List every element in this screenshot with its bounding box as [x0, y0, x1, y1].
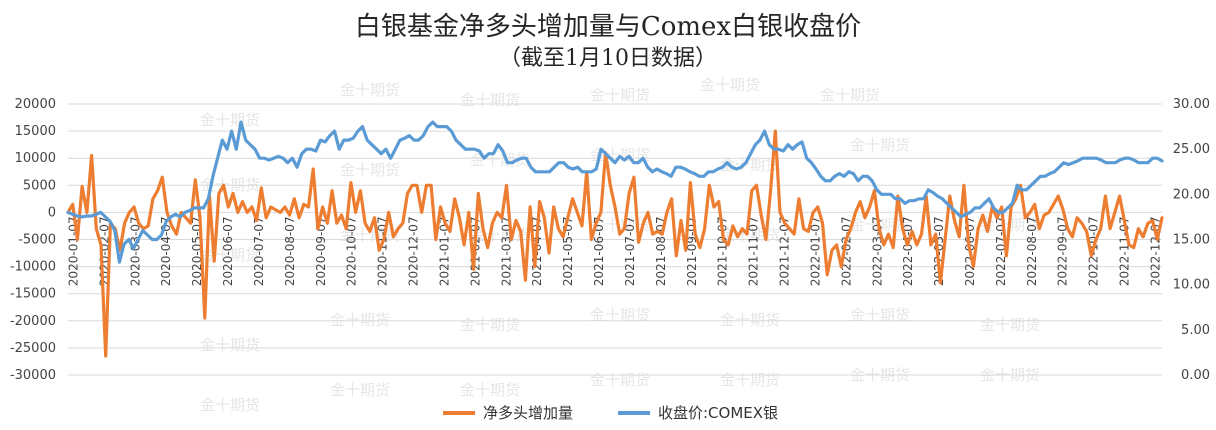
- watermark-text: 金十期货: [590, 306, 650, 324]
- series-layer: [66, 120, 1164, 358]
- x-tick-label: 2020-10-07: [345, 216, 359, 286]
- x-tick-label: 2021-11-07: [747, 216, 761, 286]
- watermark-text: 金十期货: [460, 381, 520, 399]
- left-tick-label: -30000: [10, 368, 56, 383]
- watermark-text: 金十期货: [200, 336, 260, 354]
- x-tick-label: 2022-08-07: [1025, 216, 1039, 286]
- left-tick-label: 10000: [15, 151, 56, 166]
- right-tick-label: 30.00: [1173, 97, 1210, 112]
- x-tick-label: 2020-12-07: [407, 216, 421, 286]
- watermark-text: 金十期货: [590, 371, 650, 389]
- right-tick-label: 10.00: [1173, 278, 1210, 293]
- x-tick-label: 2020-08-07: [283, 216, 297, 286]
- x-tick-label: 2021-01-07: [437, 216, 451, 286]
- legend-label: 净多头增加量: [483, 404, 573, 422]
- x-tick-label: 2020-09-07: [314, 216, 328, 286]
- x-tick-label: 2021-08-07: [654, 216, 668, 286]
- watermark-text: 金十期货: [460, 316, 520, 334]
- left-tick-label: -5000: [18, 233, 56, 248]
- left-tick-label: 20000: [15, 97, 56, 112]
- x-tick-label: 2021-12-07: [778, 216, 792, 286]
- watermark-text: 金十期货: [850, 306, 910, 324]
- x-tick-label: 2021-07-07: [623, 216, 637, 286]
- chart-subtitle: （截至1月10日数据）: [499, 46, 717, 71]
- watermark-text: 金十期货: [460, 91, 520, 109]
- left-tick-label: -20000: [10, 314, 56, 329]
- watermark-text: 金十期货: [700, 76, 760, 94]
- watermark-text: 金十期货: [720, 311, 780, 329]
- right-tick-label: 15.00: [1173, 233, 1210, 248]
- left-tick-label: -25000: [10, 341, 56, 356]
- right-tick-label: 0.00: [1181, 368, 1210, 383]
- watermark-text: 金十期货: [590, 86, 650, 104]
- watermark-text: 金十期货: [330, 311, 390, 329]
- watermark-text: 金十期货: [850, 136, 910, 154]
- left-tick-label: -15000: [10, 287, 56, 302]
- left-tick-label: 15000: [15, 124, 56, 139]
- right-tick-label: 20.00: [1173, 187, 1210, 202]
- left-tick-label: 5000: [23, 178, 56, 193]
- watermark-text: 金十期货: [590, 216, 650, 234]
- series-line-net-long: [66, 129, 1164, 358]
- x-tick-label: 2021-10-07: [716, 216, 730, 286]
- right-tick-label: 25.00: [1173, 142, 1210, 157]
- watermark-text: 金十期货: [200, 396, 260, 414]
- x-tick-label: 2020-07-07: [252, 216, 266, 286]
- watermark-text: 金十期货: [340, 161, 400, 179]
- series-line-close-price: [66, 120, 1164, 264]
- left-axis: 20000 15000 10000 5000 0 -5000 -10000 -15000 -20…: [10, 97, 56, 383]
- watermark-text: 金十期货: [200, 111, 260, 129]
- x-tick-label: 2022-09-07: [1056, 216, 1070, 286]
- grid-lines: [68, 103, 1162, 376]
- left-tick-label: -10000: [10, 260, 56, 275]
- right-axis: 30.00 25.00 20.00 15.00 10.00 5.00 0.00: [1173, 97, 1210, 383]
- watermark-text: 金十期货: [720, 371, 780, 389]
- x-tick-label: 2020-06-07: [221, 216, 235, 286]
- watermark-text: 金十期货: [820, 86, 880, 104]
- legend-label: 收盘价:COMEX银: [658, 404, 778, 422]
- watermark-text: 金十期货: [340, 81, 400, 99]
- watermark-text: 金十期货: [980, 316, 1040, 334]
- left-tick-label: 0: [48, 205, 56, 220]
- x-tick-label: 2021-06-07: [592, 216, 606, 286]
- chart-title: 白银基金净多头增加量与Comex白银收盘价: [354, 12, 862, 42]
- legend: 净多头增加量 收盘价:COMEX银: [443, 404, 778, 422]
- x-tick-label: 2021-05-07: [561, 216, 575, 286]
- right-tick-label: 5.00: [1181, 323, 1210, 338]
- x-tick-label: 2022-01-07: [808, 216, 822, 286]
- x-tick-label: 2020-03-07: [128, 216, 142, 286]
- watermark-text: 金十期货: [330, 381, 390, 399]
